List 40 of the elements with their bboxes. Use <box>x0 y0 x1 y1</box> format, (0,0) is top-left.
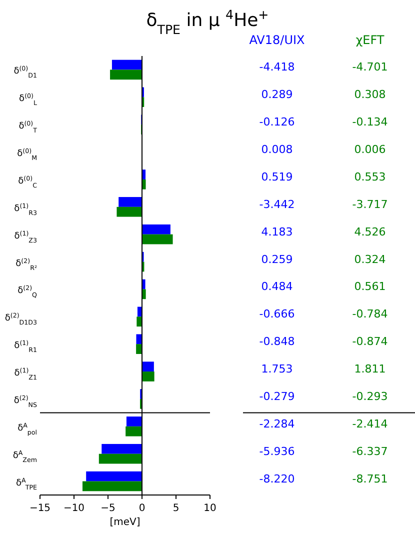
data-label: -0.848 <box>259 335 295 348</box>
data-label: 0.308 <box>354 88 386 102</box>
data-label: -3.717 <box>352 198 388 211</box>
data-label: -0.784 <box>352 308 388 321</box>
text: χEFT <box>356 33 385 47</box>
x-tick-label: −10 <box>63 503 85 514</box>
data-label: -3.442 <box>259 198 295 211</box>
x-tick-label: −15 <box>29 503 51 514</box>
x-tick-label: 10 <box>204 503 216 514</box>
data-label: -5.936 <box>259 444 295 458</box>
x-tick-label: 0 <box>138 503 146 514</box>
data-label: 1.753 <box>261 362 293 376</box>
data-label: -0.666 <box>259 308 295 321</box>
data-label: -8.751 <box>352 472 388 486</box>
data-label: 4.526 <box>354 225 386 238</box>
data-label: -0.279 <box>259 390 295 403</box>
data-label: -6.337 <box>352 444 388 458</box>
data-label: -8.220 <box>259 472 295 486</box>
data-label: 0.324 <box>354 252 386 266</box>
data-label: -2.284 <box>259 417 295 430</box>
data-label: 0.006 <box>354 143 386 156</box>
x-tick-label: −5 <box>100 503 116 514</box>
x-tick-label: 5 <box>172 503 180 514</box>
data-label: 0.289 <box>261 88 293 102</box>
data-label: -0.126 <box>259 116 295 129</box>
data-label: -0.874 <box>352 335 388 348</box>
data-label: -4.418 <box>259 60 295 74</box>
data-label: 0.519 <box>261 170 293 184</box>
data-label: -4.701 <box>352 60 388 74</box>
data-label: -2.414 <box>352 417 388 430</box>
data-label: -0.293 <box>352 390 388 403</box>
data-label: 0.259 <box>261 252 293 266</box>
data-label: 4.183 <box>261 225 293 238</box>
data-label: 0.484 <box>261 280 293 294</box>
data-label: 0.553 <box>354 170 386 184</box>
data-label: 1.811 <box>354 362 386 376</box>
data-label: 0.561 <box>354 280 386 294</box>
data-label: 0.008 <box>261 143 293 156</box>
x-axis-title: [meV] <box>110 517 140 528</box>
data-label: -0.134 <box>352 116 388 129</box>
